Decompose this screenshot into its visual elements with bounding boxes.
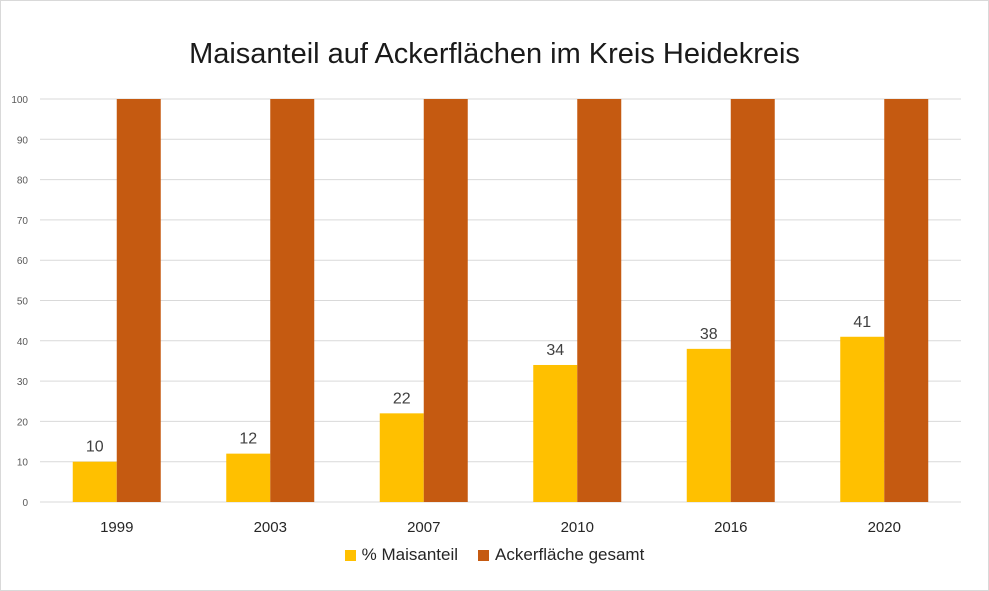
data-label-maisanteil: 38 (700, 326, 718, 343)
legend-label-maisanteil: % Maisanteil (361, 545, 459, 564)
bar-maisanteil (686, 348, 731, 502)
y-tick-label: 20 (17, 417, 29, 428)
legend: % Maisanteil Ackerfläche gesamt (0, 545, 989, 565)
legend-label-ackerflaeche: Ackerfläche gesamt (495, 545, 645, 564)
bar-maisanteil (226, 453, 271, 502)
legend-item-ackerflaeche: Ackerfläche gesamt (478, 545, 644, 565)
y-tick-label: 50 (17, 297, 29, 308)
y-tick-label: 70 (17, 216, 29, 227)
data-label-maisanteil: 41 (853, 314, 871, 331)
bar-maisanteil (379, 413, 424, 502)
data-label-maisanteil: 10 (86, 439, 104, 456)
bar-ackerflaeche (116, 99, 161, 502)
gridlines (40, 98, 961, 503)
y-axis: 0 10 20 30 40 50 60 70 80 90 100 (11, 95, 28, 509)
y-tick-label: 0 (22, 498, 28, 509)
data-label-maisanteil: 34 (546, 342, 564, 359)
x-tick-label: 2007 (407, 519, 440, 536)
x-axis: 1999 2003 2007 2010 2016 2020 (100, 519, 901, 536)
legend-swatch-ackerflaeche (478, 549, 490, 561)
x-tick-label: 2010 (561, 519, 594, 536)
bar-ackerflaeche (730, 99, 775, 502)
chart-title: Maisanteil auf Ackerflächen im Kreis Hei… (189, 38, 800, 70)
bar-ackerflaeche (423, 99, 468, 502)
y-tick-label: 10 (17, 458, 29, 469)
bar-ackerflaeche (884, 99, 929, 502)
x-tick-label: 2016 (714, 519, 747, 536)
bar-maisanteil (840, 336, 885, 502)
bar-maisanteil (533, 364, 578, 502)
bar-ackerflaeche (577, 99, 622, 502)
legend-item-maisanteil: % Maisanteil (344, 545, 459, 565)
y-tick-label: 100 (11, 95, 28, 106)
y-tick-label: 90 (17, 135, 29, 146)
bar-ackerflaeche (270, 99, 315, 502)
y-tick-label: 30 (17, 377, 29, 388)
y-tick-label: 40 (17, 337, 29, 348)
x-tick-label: 2020 (868, 519, 901, 536)
data-label-maisanteil: 12 (239, 431, 257, 448)
data-label-maisanteil: 22 (393, 390, 411, 407)
x-tick-label: 1999 (100, 519, 133, 536)
bar-maisanteil (72, 461, 117, 502)
bars (72, 99, 929, 502)
legend-swatch-maisanteil (344, 549, 356, 561)
y-tick-label: 80 (17, 176, 29, 187)
y-tick-label: 60 (17, 256, 29, 267)
data-labels: 10 12 22 34 38 41 (86, 314, 871, 456)
x-tick-label: 2003 (254, 519, 287, 536)
